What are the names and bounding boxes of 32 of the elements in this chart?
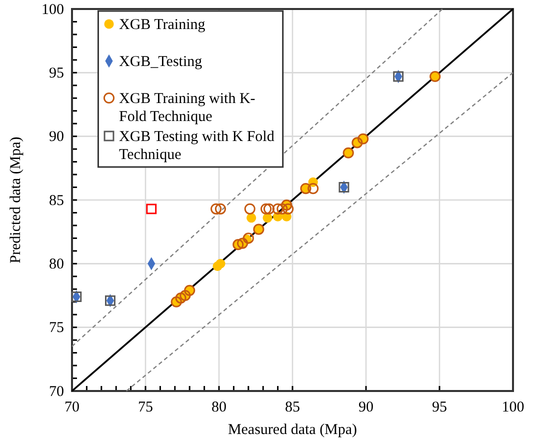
point (146, 204, 157, 214)
x-tick-label: 95 (432, 400, 447, 416)
y-tick-label: 75 (49, 320, 64, 336)
x-tick-label: 90 (358, 400, 374, 416)
x-tick-label: 85 (285, 400, 300, 416)
y-tick-label: 90 (49, 129, 64, 146)
point (308, 183, 319, 194)
y-tick-label: 80 (49, 256, 64, 272)
x-tick-label: 80 (212, 400, 226, 416)
x-tick-label: 70 (64, 400, 80, 416)
x-tick-label: 75 (138, 400, 153, 416)
point (216, 258, 226, 268)
point (276, 203, 288, 214)
point (272, 203, 284, 214)
point (210, 203, 222, 214)
y-tick-label: 95 (49, 65, 64, 82)
x-tick-label: 100 (502, 400, 524, 416)
point (260, 203, 272, 214)
y-tick-label: 100 (42, 2, 64, 18)
y-tick-label: 85 (49, 192, 64, 209)
point (214, 203, 226, 214)
y-tick-label: 70 (49, 384, 64, 400)
legend-label: XGB Testing with K Fold Technique (119, 129, 275, 163)
point (263, 203, 275, 214)
point (244, 203, 256, 214)
legend-label: XGB_Testing (119, 54, 203, 70)
point (282, 203, 294, 214)
x-axis-title: Measured data (Mpa) (228, 422, 358, 438)
y-axis-title: Predicted data (Mpa) (8, 136, 24, 264)
point (246, 213, 256, 223)
legend-label: XGB Training with K-Fold Technique (119, 91, 256, 125)
legend-label: XGB Training (119, 17, 206, 33)
